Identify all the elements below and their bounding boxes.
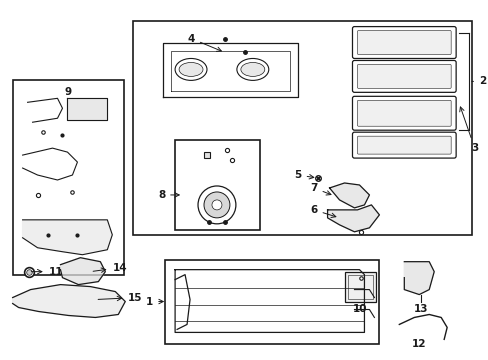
Ellipse shape	[236, 58, 268, 80]
Polygon shape	[327, 205, 379, 232]
Ellipse shape	[179, 62, 203, 76]
Polygon shape	[61, 258, 105, 285]
FancyBboxPatch shape	[357, 64, 450, 88]
Bar	[133, 21, 471, 235]
Ellipse shape	[175, 58, 206, 80]
FancyBboxPatch shape	[357, 31, 450, 54]
Text: 6: 6	[310, 205, 335, 217]
Ellipse shape	[211, 200, 222, 210]
Text: 10: 10	[352, 305, 367, 315]
FancyBboxPatch shape	[352, 132, 455, 158]
Bar	[165, 260, 379, 345]
Text: 1: 1	[145, 297, 163, 306]
Polygon shape	[22, 220, 112, 255]
Polygon shape	[404, 262, 433, 294]
FancyBboxPatch shape	[357, 136, 450, 154]
Polygon shape	[329, 183, 368, 208]
Polygon shape	[13, 285, 125, 318]
Text: 7: 7	[309, 183, 330, 195]
Ellipse shape	[198, 186, 235, 224]
Text: 3: 3	[459, 107, 477, 153]
Text: 11: 11	[31, 267, 63, 276]
FancyBboxPatch shape	[352, 60, 455, 92]
Text: 5: 5	[294, 170, 313, 180]
Text: 15: 15	[98, 293, 142, 302]
Bar	[13, 80, 124, 275]
Text: 12: 12	[411, 339, 426, 349]
Text: 4: 4	[187, 33, 221, 51]
Bar	[344, 272, 376, 302]
Text: 13: 13	[413, 305, 427, 315]
Polygon shape	[61, 258, 105, 285]
FancyBboxPatch shape	[357, 100, 450, 126]
Ellipse shape	[241, 62, 264, 76]
Bar	[175, 140, 259, 230]
FancyBboxPatch shape	[352, 27, 455, 58]
Text: 8: 8	[158, 190, 179, 200]
FancyBboxPatch shape	[352, 96, 455, 130]
Ellipse shape	[203, 192, 229, 218]
Text: 9: 9	[65, 87, 72, 97]
Text: 2: 2	[471, 76, 486, 86]
Polygon shape	[67, 98, 107, 120]
Bar	[347, 275, 373, 298]
Text: 14: 14	[93, 263, 127, 273]
